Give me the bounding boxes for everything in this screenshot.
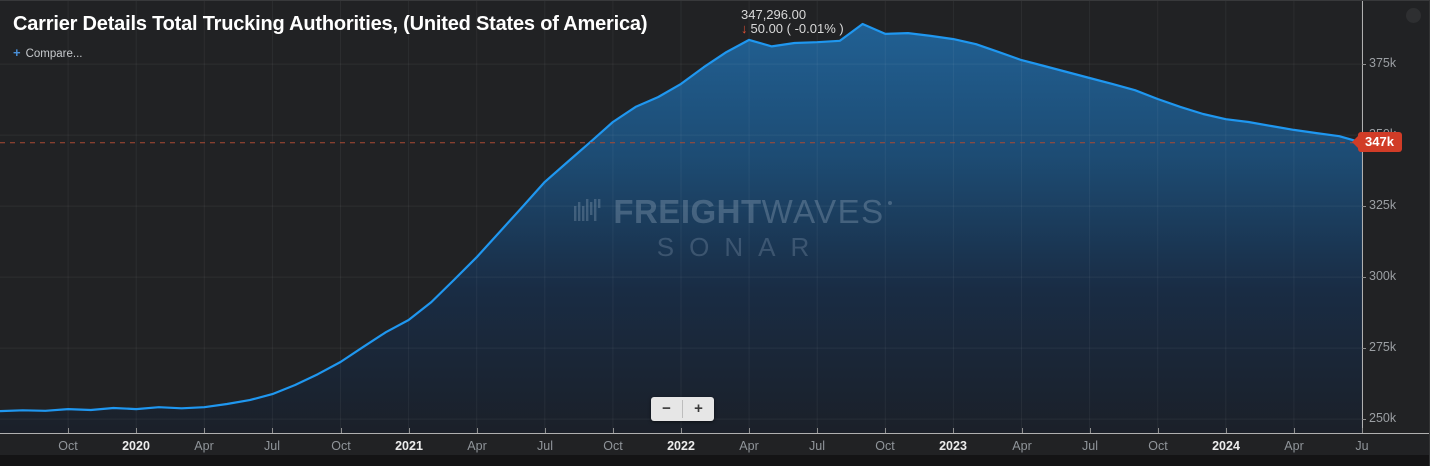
x-axis-label: 2021 — [395, 439, 423, 453]
x-axis-tick — [204, 428, 205, 433]
compare-label: Compare... — [25, 48, 83, 60]
x-axis-tick — [953, 428, 954, 433]
current-value-label: 347k — [1365, 134, 1394, 149]
x-axis-tick — [1362, 428, 1363, 433]
page-title: Carrier Details Total Trucking Authoriti… — [13, 13, 648, 35]
plus-icon: + — [13, 45, 21, 60]
change-text: 50.00 ( -0.01% ) — [750, 21, 844, 36]
x-axis-tick — [477, 428, 478, 433]
x-axis-tick — [1158, 428, 1159, 433]
x-axis-tick — [817, 428, 818, 433]
x-axis-tick — [136, 428, 137, 433]
x-axis-label: 2022 — [667, 439, 695, 453]
x-axis-tick — [1090, 428, 1091, 433]
x-axis-label: Oct — [875, 439, 895, 453]
x-axis-tick — [613, 428, 614, 433]
y-axis-tick — [1362, 277, 1366, 278]
x-axis-tick — [409, 428, 410, 433]
x-axis-label: Jul — [1082, 439, 1098, 453]
x-axis-label: Apr — [1012, 439, 1032, 453]
y-axis-tick — [1362, 206, 1366, 207]
x-axis-label: Oct — [331, 439, 351, 453]
chart-options-icon[interactable] — [1406, 8, 1421, 23]
x-axis-tick — [272, 428, 273, 433]
x-axis-tick — [545, 428, 546, 433]
x-axis-label: Jul — [537, 439, 553, 453]
x-axis-label: Jul — [809, 439, 825, 453]
x-axis-tick — [68, 428, 69, 433]
x-axis-tick — [749, 428, 750, 433]
zoom-out-button[interactable]: − — [651, 397, 682, 421]
y-axis-tick — [1362, 348, 1366, 349]
x-axis-label: Oct — [58, 439, 78, 453]
x-axis-label: Apr — [194, 439, 214, 453]
zoom-controls: − + — [651, 397, 714, 421]
area-fill — [0, 24, 1362, 433]
y-axis-line — [1362, 1, 1363, 433]
x-axis-label: 2020 — [122, 439, 150, 453]
x-axis-label: Oct — [1148, 439, 1168, 453]
zoom-in-button[interactable]: + — [683, 397, 714, 421]
latest-value-block: 347,296.00 ↓ 50.00 ( -0.01% ) — [741, 8, 844, 36]
x-axis-label: 2024 — [1212, 439, 1240, 453]
y-axis-label: 300k — [1369, 269, 1397, 284]
y-axis-tick — [1362, 419, 1366, 420]
x-axis-label: Apr — [1284, 439, 1304, 453]
y-axis-label: 375k — [1369, 56, 1397, 71]
y-axis-label: 275k — [1369, 340, 1397, 355]
compare-button[interactable]: + Compare... — [13, 45, 82, 60]
y-axis-label: 325k — [1369, 198, 1397, 213]
bottom-strip — [0, 455, 1429, 466]
y-axis-tick — [1362, 64, 1366, 65]
y-axis: 250k275k300k325k350k375k — [1362, 1, 1429, 433]
x-axis-label: Apr — [467, 439, 487, 453]
zoom-divider — [682, 400, 683, 418]
series-line — [0, 22, 1362, 413]
x-axis-tick — [1294, 428, 1295, 433]
x-axis-tick — [681, 428, 682, 433]
x-axis: Oct 2020 Apr Jul Oct 2021 Apr Jul Oct 2022 Apr Jul O… — [0, 428, 1429, 455]
down-arrow-icon: ↓ — [741, 21, 748, 36]
current-value-badge: 347k — [1352, 132, 1402, 152]
x-axis-label: Jul — [264, 439, 280, 453]
value-change: ↓ 50.00 ( -0.01% ) — [741, 22, 844, 36]
area-chart — [0, 1, 1362, 433]
latest-value: 347,296.00 — [741, 7, 807, 22]
x-axis-tick — [885, 428, 886, 433]
y-axis-label: 250k — [1369, 411, 1397, 426]
x-axis-label: 2023 — [939, 439, 967, 453]
x-axis-tick — [1226, 428, 1227, 433]
x-axis-tick — [341, 428, 342, 433]
x-axis-label: Ju — [1355, 439, 1369, 453]
x-axis-label: Apr — [739, 439, 759, 453]
plot-area[interactable] — [0, 1, 1362, 433]
x-axis-label: Oct — [603, 439, 623, 453]
x-axis-tick — [1022, 428, 1023, 433]
x-axis-line — [0, 433, 1429, 434]
